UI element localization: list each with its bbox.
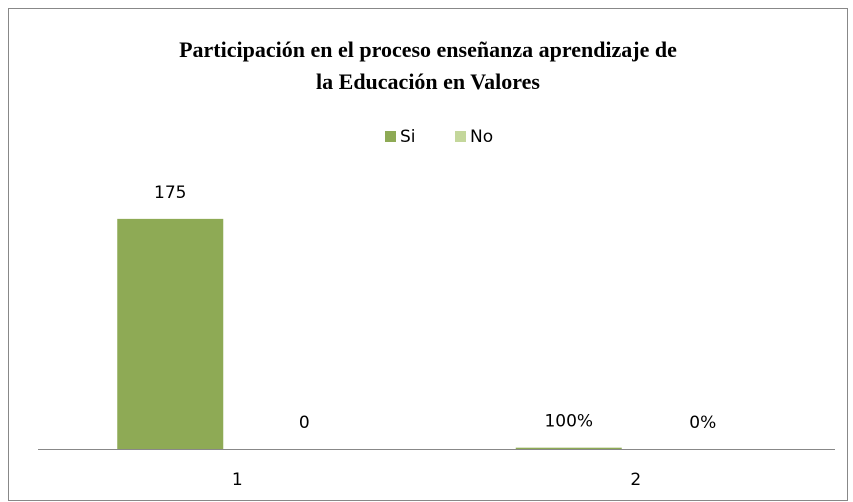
- legend-label: Si: [400, 127, 416, 147]
- legend-swatch: [385, 131, 396, 142]
- legend-swatch: [455, 131, 466, 142]
- bar: [515, 447, 622, 449]
- data-label: 0%: [689, 413, 716, 433]
- bar: [117, 218, 224, 449]
- data-label: 0: [299, 413, 310, 433]
- x-tick-label: 1: [232, 470, 243, 490]
- chart-title: Participación en el proceso enseñanza ap…: [179, 37, 677, 62]
- chart-title: la Educación en Valores: [316, 69, 540, 94]
- legend-label: No: [470, 127, 493, 147]
- data-label: 100%: [544, 412, 593, 432]
- x-tick-label: 2: [630, 470, 641, 490]
- data-label: 175: [154, 183, 186, 203]
